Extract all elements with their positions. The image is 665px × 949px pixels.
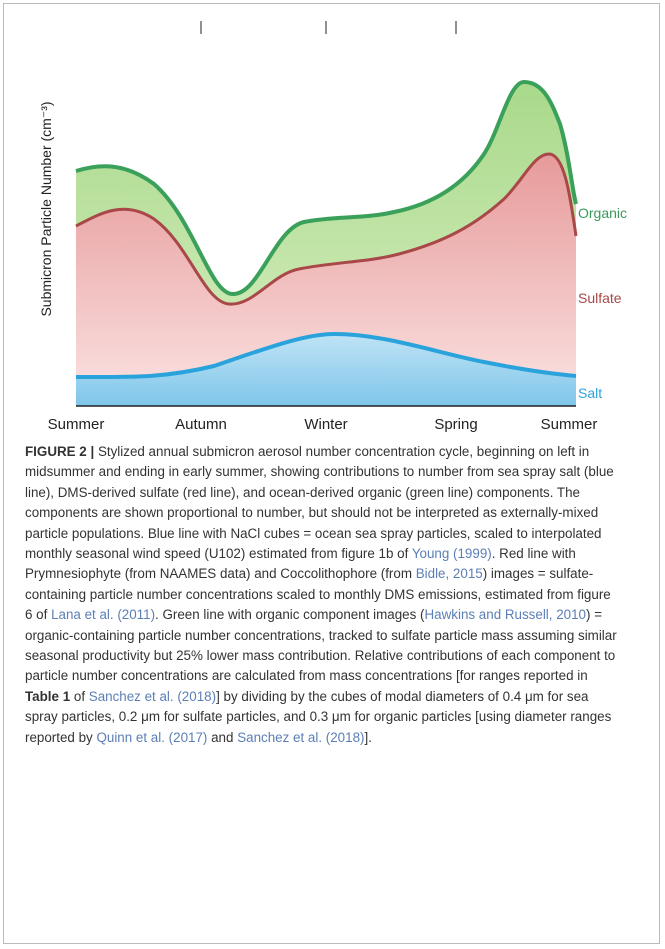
caption-text: and [207, 729, 238, 745]
salt-line [75, 331, 577, 380]
figure-illustration: Submicron Particle Number (cm⁻³) Summer … [38, 21, 627, 433]
organic-line [75, 79, 578, 297]
caption-text: ) = organic-containing particle number c… [25, 607, 617, 684]
x-label: Winter [304, 416, 347, 433]
sulfate-line [75, 152, 578, 306]
caption-text: ) images = sulfate-containing particle n… [25, 566, 611, 623]
caption-text: . Red line with Prymnesiophyte (from NAA… [25, 546, 576, 582]
citation-link[interactable]: Quinn et al. (2017) [96, 729, 208, 745]
citation-link[interactable]: Lana et al. (2011) [51, 607, 156, 623]
series-label: Organic [578, 205, 627, 221]
series-label: Sulfate [578, 290, 622, 306]
caption: FIGURE 2 | Stylized annual submicron aer… [25, 442, 619, 748]
caption-label: FIGURE 2 | [25, 444, 95, 459]
citation-link[interactable]: Hawkins and Russell, 2010 [424, 607, 587, 623]
x-label: Spring [434, 416, 477, 433]
caption-text: ]. [364, 729, 372, 745]
caption-text: ] by dividing by the cubes of modal diam… [25, 688, 612, 745]
y-axis-label: Submicron Particle Number (cm⁻³) [38, 101, 54, 316]
figure-frame: Submicron Particle Number (cm⁻³) Summer … [3, 3, 660, 944]
x-label: Autumn [175, 416, 227, 433]
sulfate-area [76, 154, 576, 406]
x-label: Summer [541, 416, 598, 433]
citation-link[interactable]: Sanchez et al. (2018) [88, 688, 217, 704]
citation-link[interactable]: Sanchez et al. (2018) [237, 729, 365, 745]
table-link[interactable]: Table 1 [25, 688, 71, 704]
citation-link[interactable]: Bidle, 2015 [415, 566, 483, 582]
series-label: Salt [578, 385, 602, 401]
x-label: Summer [48, 416, 105, 433]
caption-text: . Green line with organic component imag… [155, 607, 425, 623]
citation-link[interactable]: Young (1999) [411, 546, 492, 562]
caption-text: Stylized annual submicron aerosol number… [25, 444, 614, 562]
caption-text: of [70, 688, 89, 704]
salt-area [76, 334, 576, 406]
